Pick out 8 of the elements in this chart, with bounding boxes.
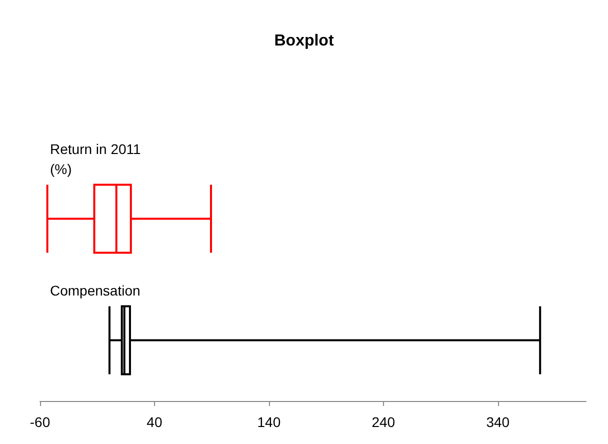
x-tick-label: -60 [30, 414, 50, 430]
x-tick-label: 240 [372, 414, 396, 430]
y-tick-label: Return in 2011 (%) [50, 140, 145, 177]
x-tick-label: 40 [146, 414, 162, 430]
x-tick-label: 340 [486, 414, 510, 430]
y-tick-label: Compensation [50, 282, 140, 298]
chart-title: Boxplot [274, 32, 334, 50]
x-tick-label: 140 [257, 414, 281, 430]
